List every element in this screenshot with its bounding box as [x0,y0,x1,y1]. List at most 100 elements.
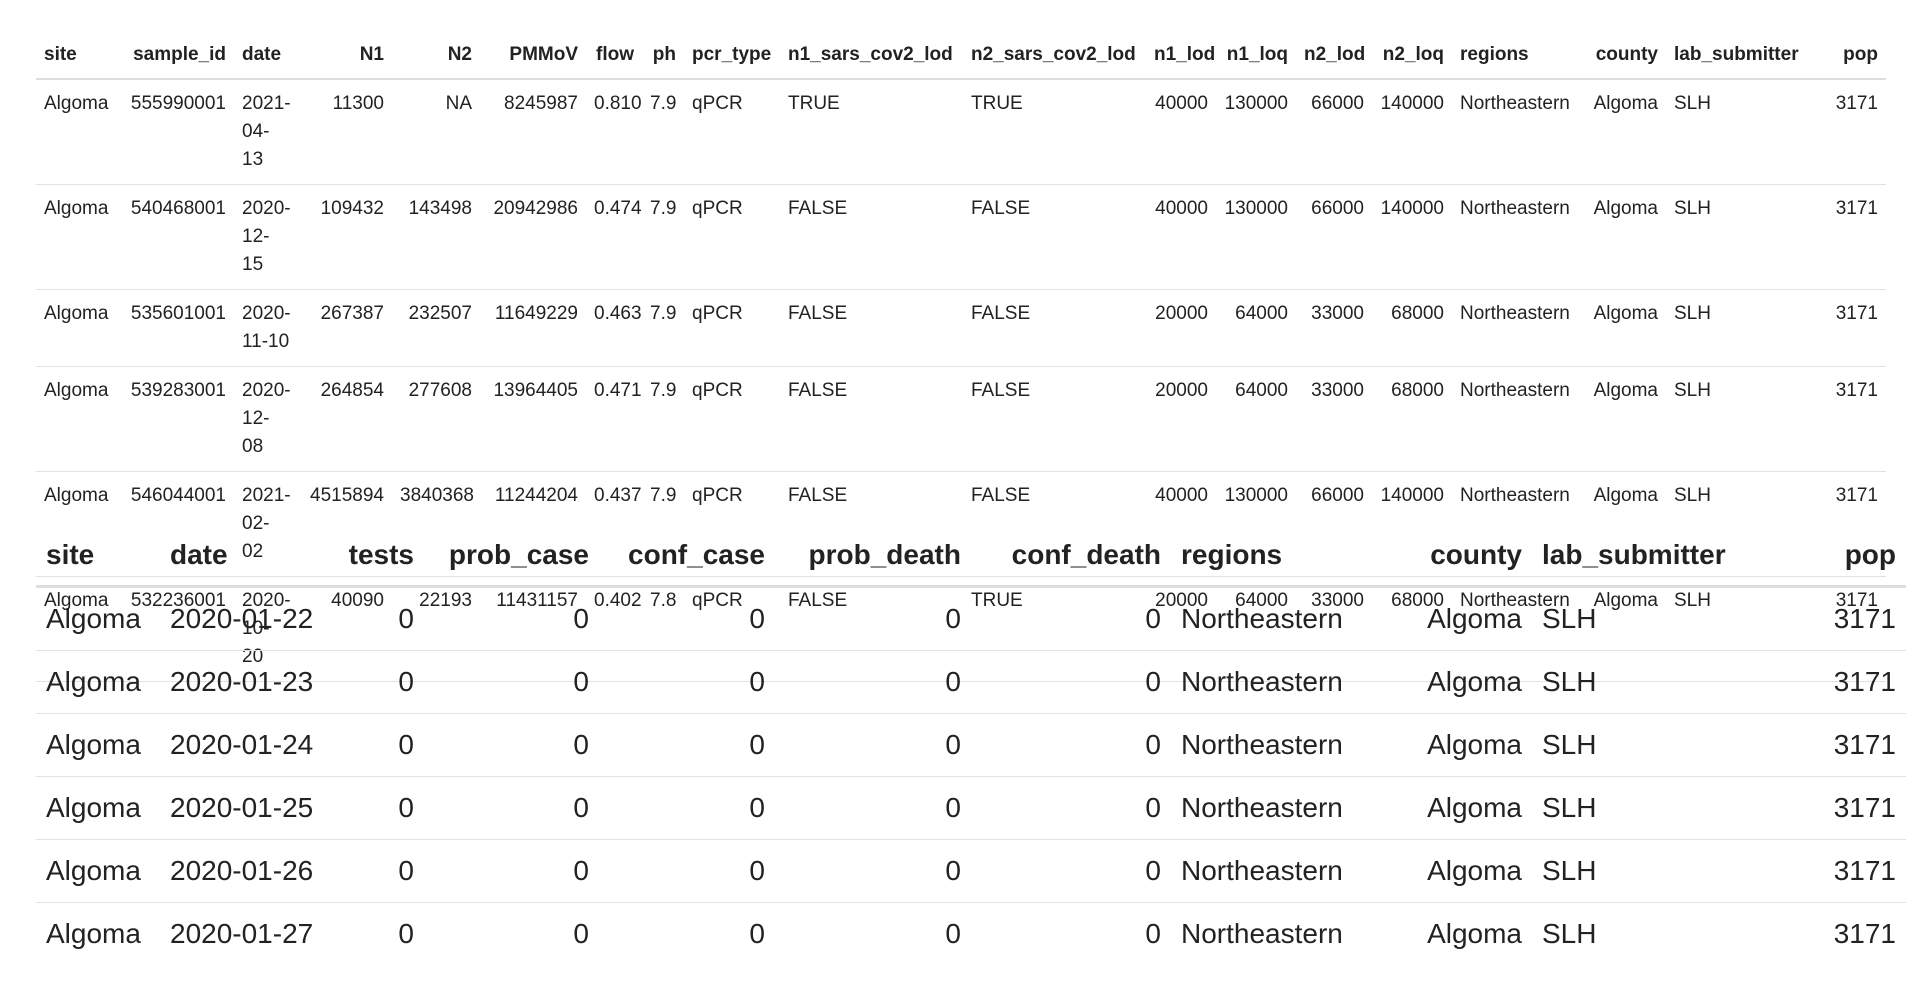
column-header-ph: ph [642,36,684,80]
cell-prob-death: 0 [775,776,971,840]
cell-prob-death: 0 [775,713,971,777]
cell-regions: Northeastern [1171,713,1407,777]
case-table-header: site date tests prob_case conf_case prob_deat… [36,533,1906,588]
cell-date: 2020-12-08 [234,366,298,472]
cell-pop: 3171 [1748,839,1906,903]
cell-n1: 267387 [298,289,392,367]
cell-n1: 109432 [298,184,392,290]
column-header-site: site [36,533,160,588]
table-row: Algoma 539283001 2020-12-08 264854 277608 139… [36,366,1886,472]
cell-n2: 143498 [392,184,480,290]
cell-county: Algoma [1407,650,1532,714]
cell-n2-loq: 68000 [1372,289,1452,367]
cell-n2-lod: 66000 [1296,79,1372,185]
cell-n2-loq: 140000 [1372,79,1452,185]
cell-county: Algoma [1407,776,1532,840]
cell-regions: Northeastern [1171,776,1407,840]
cell-date: 2021-04-13 [234,79,298,185]
cell-pmmov: 13964405 [480,366,586,472]
table-row: Algoma 535601001 2020-11-10 267387 232507 116… [36,289,1886,367]
cell-site: Algoma [36,366,122,472]
cell-site: Algoma [36,586,160,651]
cell-lab-submitter: SLH [1666,289,1816,367]
cell-pmmov: 20942986 [480,184,586,290]
cell-n2-sars-cov2-lod: FALSE [963,366,1146,472]
cell-lab-submitter: SLH [1666,184,1816,290]
cell-lab-submitter: SLH [1532,713,1748,777]
cell-n1: 11300 [298,79,392,185]
column-header-pcr-type: pcr_type [684,36,780,80]
column-header-n2-lod: n2_lod [1296,36,1372,80]
cell-date: 2020-12-15 [234,184,298,290]
cell-conf-death: 0 [971,650,1171,714]
cell-conf-case: 0 [599,650,775,714]
cell-county: Algoma [1582,289,1666,367]
cell-lab-submitter: SLH [1532,650,1748,714]
table-row: Algoma 540468001 2020-12-15 109432 143498 209… [36,184,1886,290]
column-header-county: county [1407,533,1532,588]
cell-date: 2020-01-26 [160,839,324,903]
cell-regions: Northeastern [1452,79,1582,185]
cell-flow: 0.463 [586,289,642,367]
cell-conf-death: 0 [1145,918,1161,949]
cell-pop: 3171 [1816,289,1886,367]
cell-lab-submitter: SLH [1532,776,1748,840]
cell-n1-lod: 40000 [1146,79,1216,185]
column-header-date: date [234,36,298,80]
column-header-n1: N1 [298,36,392,80]
cell-pop: 3171 [1816,366,1886,472]
cell-conf-death: 0 [971,839,1171,903]
cell-pcr-type: qPCR [684,289,780,367]
cell-county: Algoma [1582,184,1666,290]
cell-flow: 0.471 [586,366,642,472]
cell-tests: 0 [324,776,424,840]
cell-n2-sars-cov2-lod: FALSE [963,184,1146,290]
cell-site: Algoma [36,289,122,367]
cell-n1-loq: 130000 [1216,184,1296,290]
cell-county: Algoma [1582,79,1666,185]
cell-ph: 7.9 [642,366,684,472]
cell-conf-death: 0 [971,586,1171,651]
column-header-regions: regions [1452,36,1582,80]
cell-n2: 232507 [392,289,480,367]
cell-n2-lod: 33000 [1296,289,1372,367]
cell-prob-death: 0 [775,839,971,903]
table-row: Algoma 2020-01-24 0 0 0 0 0 Northeastern Algoma S… [36,713,1906,777]
cell-prob-death: 0 [775,650,971,714]
cell-ph: 7.9 [642,184,684,290]
cell-pop: 3171 [1748,650,1906,714]
cell-date: 2020-11-10 [234,289,298,367]
column-header-conf-death: conf_death [971,533,1171,588]
table-row: Algoma 2020-01-27 0 0 0 0 0 Northeastern Algoma S… [36,903,1906,966]
cell-date: 2020-01-23 [160,650,324,714]
cell-n1-lod: 20000 [1146,289,1216,367]
cell-site: Algoma [36,650,160,714]
cell-prob-case: 0 [424,586,599,651]
cell-conf-case: 0 [749,918,765,949]
cell-date: 2020-01-25 [160,776,324,840]
cell-n1-sars-cov2-lod: FALSE [780,289,963,367]
table-row: Algoma 555990001 2021-04-13 11300 NA 8245987 0… [36,79,1886,185]
cell-sample-id: 540468001 [122,184,234,290]
cell-regions: Northeastern [1452,184,1582,290]
cell-pop: 3171 [1816,79,1886,185]
cell-prob-death: 0 [775,586,971,651]
cell-county: Algoma [1582,366,1666,472]
cell-conf-case: 0 [599,776,775,840]
cell-regions: Northeastern [1452,289,1582,367]
cell-n2: NA [392,79,480,185]
cell-county: Algoma [1407,839,1532,903]
cell-county: Algoma [1427,918,1522,949]
column-header-tests: tests [324,533,424,588]
cell-pop: 3171 [1748,713,1906,777]
cell-flow: 0.474 [586,184,642,290]
column-header-lab-submitter: lab_submitter [1532,533,1748,588]
cell-pop: 3171 [1816,184,1886,290]
cell-n2-lod: 66000 [1296,184,1372,290]
cell-tests: 0 [324,713,424,777]
cell-regions: Northeastern [1171,586,1407,651]
table-row: Algoma 2020-01-23 0 0 0 0 0 Northeastern Algoma S… [36,650,1906,714]
column-header-n2-sars-cov2-lod: n2_sars_cov2_lod [963,36,1146,80]
cell-prob-case: 0 [573,918,589,949]
wastewater-table-header: site sample_id date N1 N2 PMMoV flow ph pcr_type… [36,36,1886,80]
